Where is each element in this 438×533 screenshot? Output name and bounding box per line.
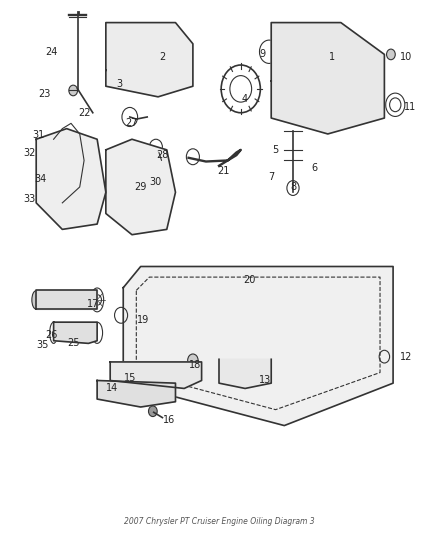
Text: 22: 22 [78,108,90,118]
Text: 20: 20 [243,274,256,285]
Text: 23: 23 [39,89,51,99]
Polygon shape [106,139,176,235]
Text: 32: 32 [24,148,36,158]
Text: 25: 25 [67,338,79,349]
Text: 24: 24 [45,47,58,56]
Text: 29: 29 [134,182,147,192]
Text: 6: 6 [312,164,318,173]
Text: 11: 11 [404,102,417,112]
Circle shape [387,49,395,60]
Polygon shape [106,22,193,97]
Polygon shape [110,362,201,389]
Text: 26: 26 [45,330,58,341]
Text: 16: 16 [163,415,175,425]
Text: 3: 3 [116,78,122,88]
Text: 2007 Chrysler PT Cruiser Engine Oiling Diagram 3: 2007 Chrysler PT Cruiser Engine Oiling D… [124,518,314,526]
Text: 12: 12 [400,352,412,361]
Text: 7: 7 [268,172,274,182]
Text: 13: 13 [258,375,271,385]
Text: 1: 1 [329,52,335,62]
Polygon shape [36,290,97,309]
Text: 28: 28 [156,150,169,160]
Polygon shape [219,359,271,389]
Circle shape [148,406,157,417]
Text: 30: 30 [150,176,162,187]
Text: 5: 5 [272,145,279,155]
Text: 4: 4 [242,94,248,104]
Text: 31: 31 [32,130,45,140]
Text: 17: 17 [87,298,99,309]
Text: 8: 8 [290,182,296,192]
Polygon shape [271,22,385,134]
Ellipse shape [32,290,41,309]
Circle shape [159,42,170,54]
Text: 19: 19 [137,314,149,325]
Circle shape [187,354,198,367]
Polygon shape [123,266,393,425]
Text: 35: 35 [36,340,49,350]
Text: 10: 10 [400,52,412,62]
Text: 9: 9 [259,50,265,59]
Text: 34: 34 [35,174,47,184]
Polygon shape [53,322,97,343]
Circle shape [69,85,78,96]
Text: 15: 15 [124,373,136,383]
Text: 14: 14 [106,383,119,393]
Text: 21: 21 [217,166,230,176]
Text: 33: 33 [24,193,36,204]
Text: 2: 2 [159,52,166,62]
Polygon shape [36,128,106,229]
Text: 18: 18 [189,360,201,369]
Text: 27: 27 [126,118,138,128]
Polygon shape [97,381,176,407]
